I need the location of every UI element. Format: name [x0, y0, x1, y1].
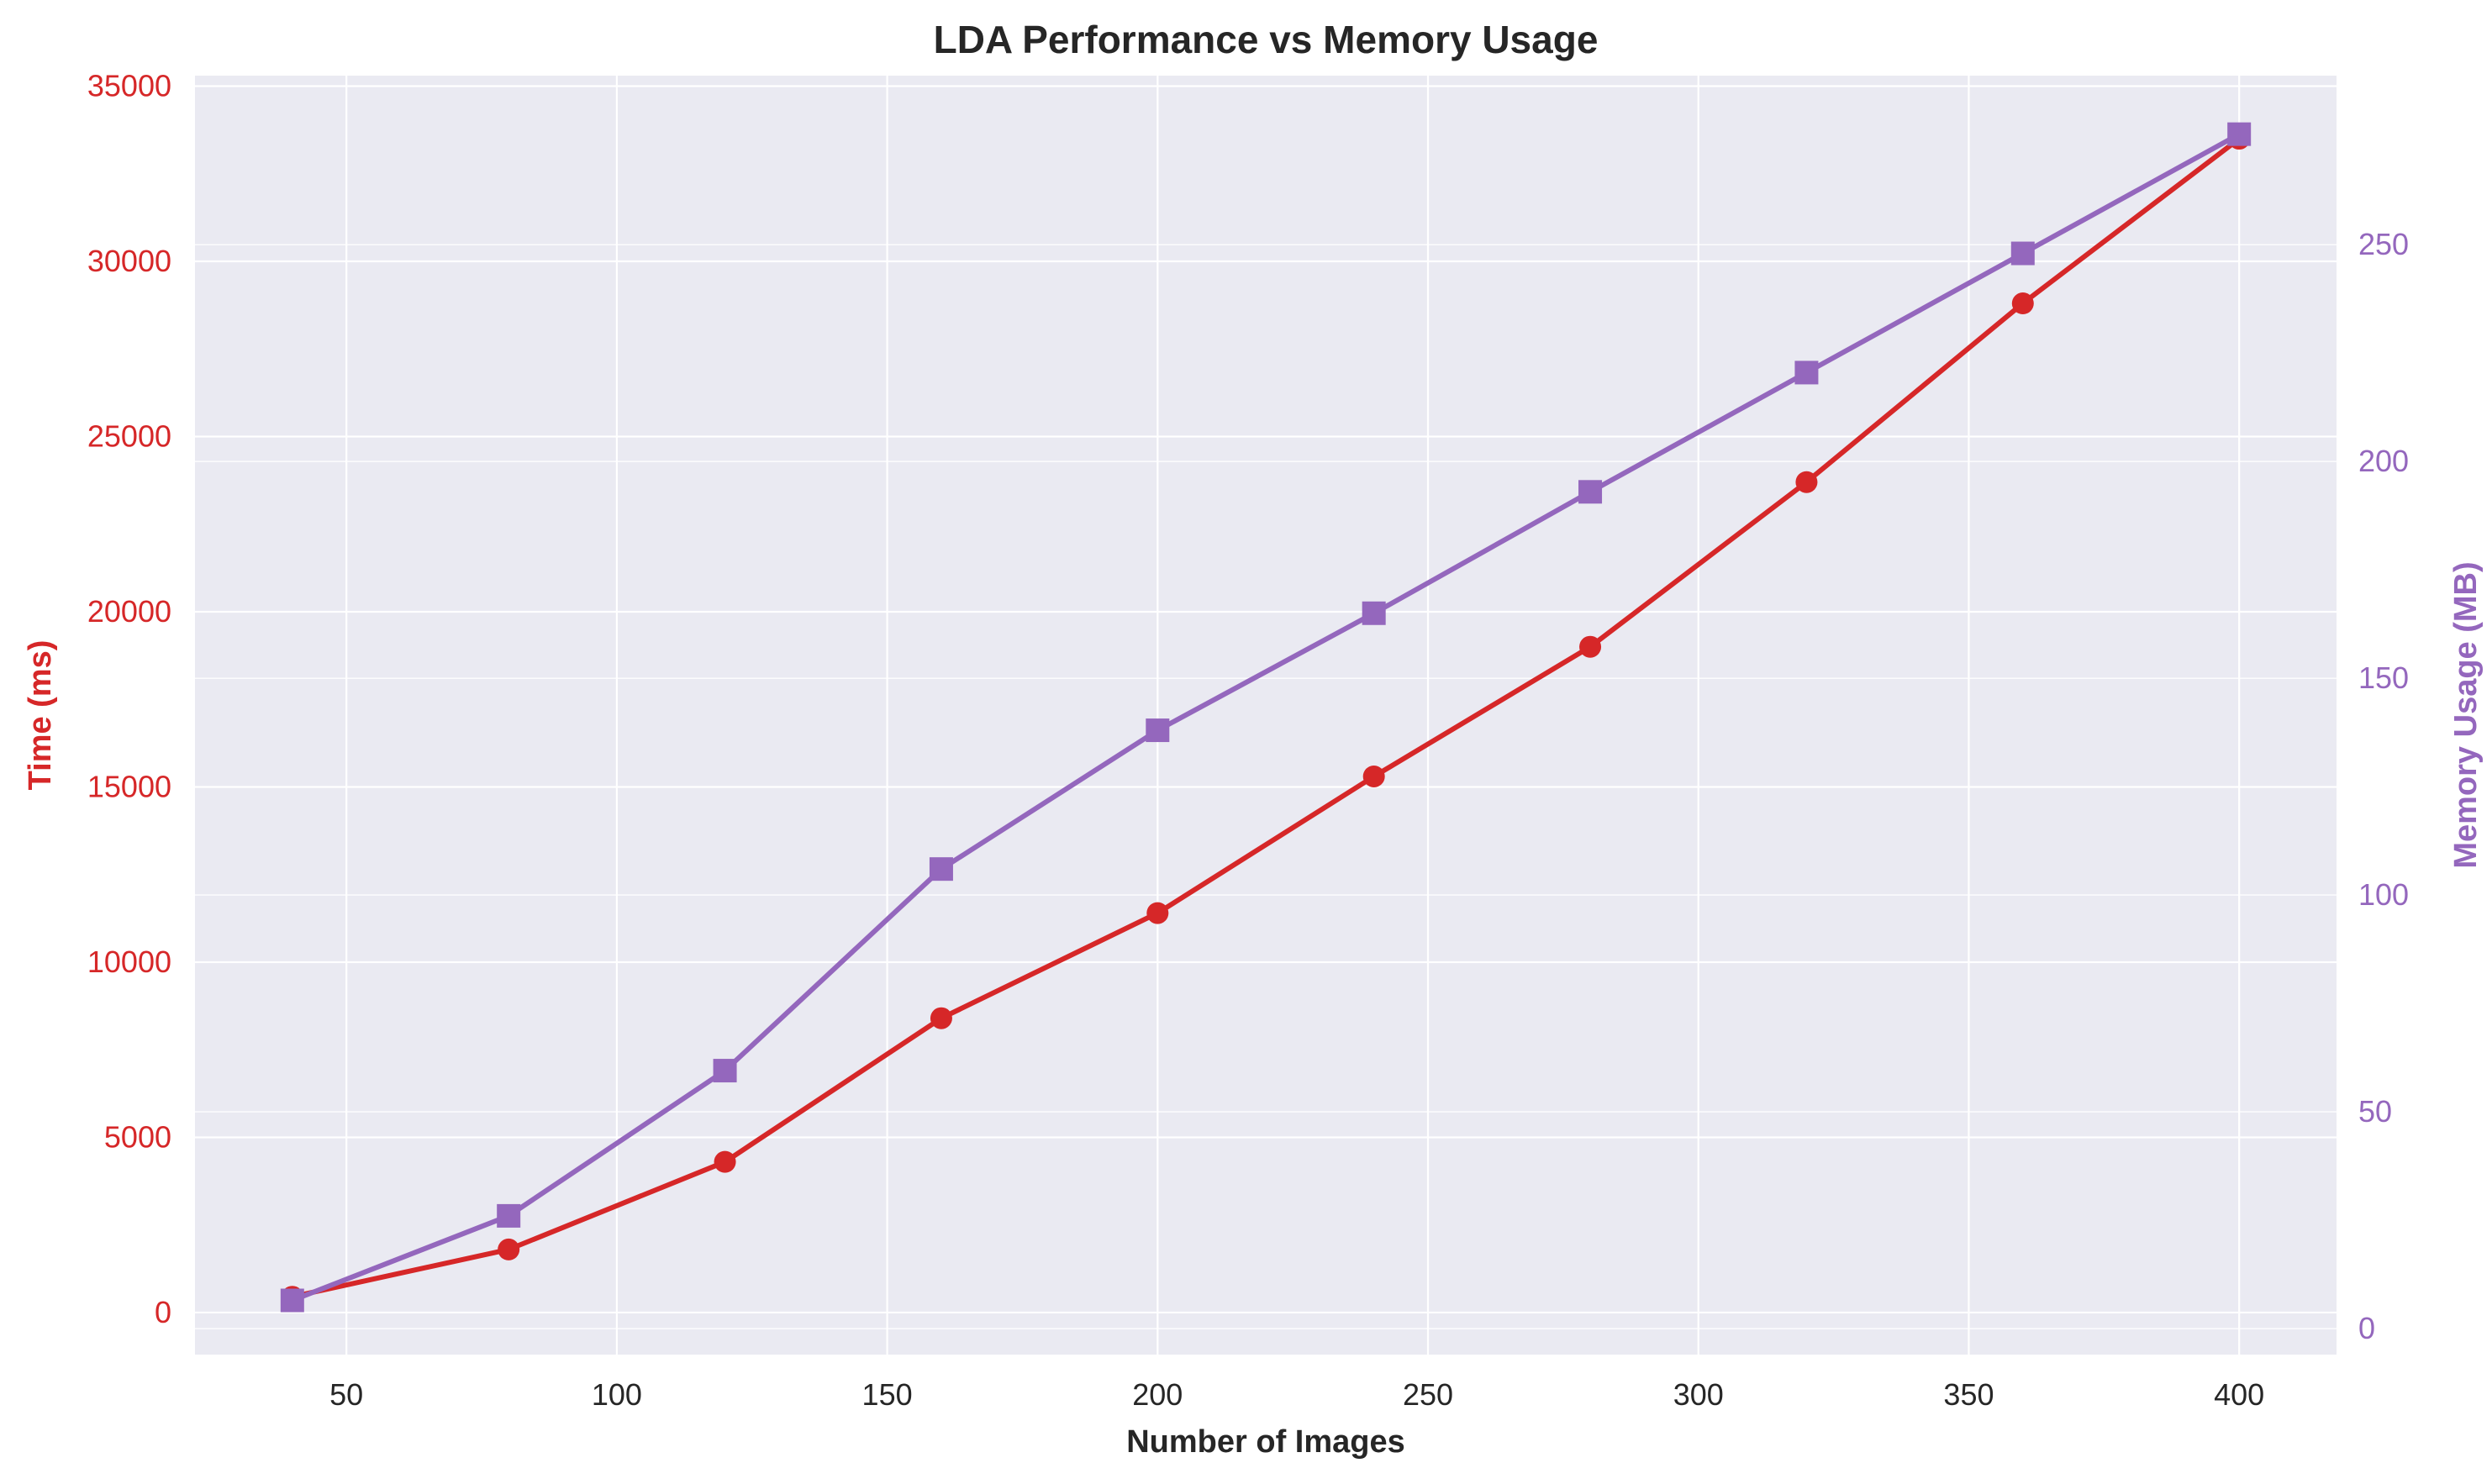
data-point [280, 1288, 304, 1313]
series-memory [280, 122, 2252, 1313]
plot-background [195, 76, 2337, 1355]
data-point [929, 857, 953, 881]
data-point [497, 1203, 521, 1228]
data-point [714, 1150, 736, 1173]
x-tick-label: 300 [1673, 1377, 1724, 1412]
data-point [498, 1238, 520, 1260]
series-line [289, 131, 2242, 1303]
data-point [1578, 480, 1603, 504]
data-point [2010, 241, 2035, 266]
data-point [1795, 471, 1818, 493]
x-tick-label: 200 [1132, 1377, 1183, 1412]
left-tick-label: 30000 [87, 244, 171, 278]
data-point [1146, 902, 1169, 924]
grid [195, 76, 2337, 1355]
data-point [1794, 360, 1819, 385]
series-line [289, 136, 2242, 1300]
right-axis-label: Memory Usage (MB) [2448, 561, 2484, 868]
x-tick-label: 150 [862, 1377, 913, 1412]
data-point [1362, 765, 1385, 787]
right-tick-label: 0 [2358, 1311, 2375, 1345]
data-point [1146, 718, 1170, 743]
x-tick-label: 100 [592, 1377, 642, 1412]
x-tick-label: 50 [329, 1377, 363, 1412]
left-tick-label: 10000 [87, 945, 171, 979]
data-point [2011, 292, 2034, 315]
right-tick-label: 50 [2358, 1094, 2392, 1129]
left-tick-label: 35000 [87, 69, 171, 103]
data-point [1579, 635, 1602, 658]
data-point [713, 1059, 737, 1083]
data-point [1362, 601, 1386, 625]
left-tick-label: 15000 [87, 769, 171, 803]
left-tick-label: 20000 [87, 594, 171, 629]
x-tick-label: 250 [1403, 1377, 1453, 1412]
left-tick-label: 0 [155, 1295, 171, 1329]
right-axis-ticks: 0 50 100 150 200 250 [2358, 227, 2409, 1345]
right-tick-label: 150 [2358, 660, 2409, 695]
left-axis-ticks: 0 5000 10000 15000 20000 25000 30000 35000 [87, 69, 171, 1329]
right-tick-label: 100 [2358, 877, 2409, 912]
data-point [2227, 122, 2252, 146]
left-tick-label: 25000 [87, 418, 171, 453]
right-tick-label: 250 [2358, 227, 2409, 261]
chart-title: LDA Performance vs Memory Usage [934, 18, 1599, 61]
series-layer [280, 122, 2252, 1313]
x-tick-label: 350 [1943, 1377, 1994, 1412]
x-tick-label: 400 [2214, 1377, 2264, 1412]
left-axis-label: Time (ms) [23, 640, 58, 791]
data-point [930, 1007, 952, 1029]
left-tick-label: 5000 [104, 1119, 171, 1154]
x-axis-label: Number of Images [1126, 1424, 1405, 1460]
x-axis-ticks: 50 100 150 200 250 300 350 400 [329, 1377, 2264, 1412]
right-tick-label: 200 [2358, 444, 2409, 478]
